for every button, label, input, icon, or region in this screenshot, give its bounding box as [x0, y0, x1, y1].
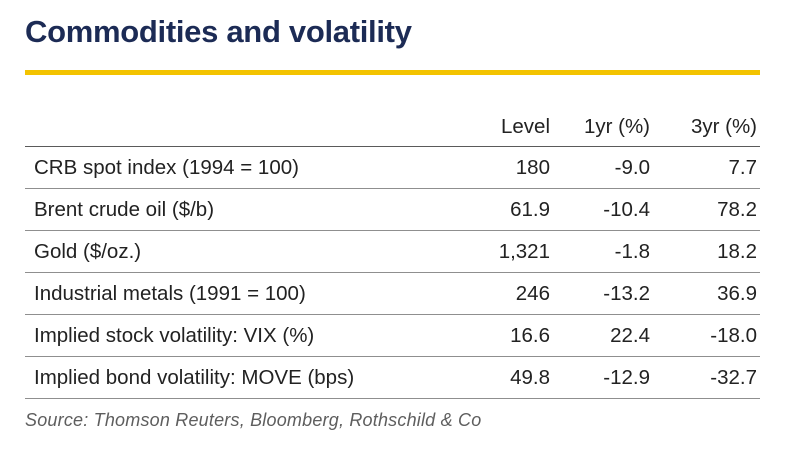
column-header-3yr: 3yr (%)	[657, 108, 760, 147]
cell-1yr: -13.2	[557, 272, 657, 315]
cell-level: 16.6	[455, 314, 557, 357]
table-row: Industrial metals (1991 = 100) 246 -13.2…	[25, 272, 760, 315]
cell-level: 246	[455, 272, 557, 315]
row-label: Implied stock volatility: VIX (%)	[25, 314, 455, 357]
row-label: Implied bond volatility: MOVE (bps)	[25, 356, 455, 399]
cell-3yr: 36.9	[657, 272, 760, 315]
page-title: Commodities and volatility	[25, 14, 412, 49]
cell-1yr: -12.9	[557, 356, 657, 399]
cell-3yr: 7.7	[657, 146, 760, 189]
row-label: Gold ($/oz.)	[25, 230, 455, 273]
commodities-table: Level 1yr (%) 3yr (%) CRB spot index (19…	[25, 108, 760, 399]
row-label: Industrial metals (1991 = 100)	[25, 272, 455, 315]
cell-3yr: -32.7	[657, 356, 760, 399]
table-row: Gold ($/oz.) 1,321 -1.8 18.2	[25, 230, 760, 273]
table-row: Brent crude oil ($/b) 61.9 -10.4 78.2	[25, 188, 760, 231]
column-header-1yr: 1yr (%)	[557, 108, 657, 147]
title-accent-rule	[25, 70, 760, 75]
row-label: Brent crude oil ($/b)	[25, 188, 455, 231]
cell-level: 49.8	[455, 356, 557, 399]
cell-3yr: 78.2	[657, 188, 760, 231]
cell-1yr: -10.4	[557, 188, 657, 231]
cell-3yr: 18.2	[657, 230, 760, 273]
cell-1yr: -1.8	[557, 230, 657, 273]
cell-level: 61.9	[455, 188, 557, 231]
column-header-label	[25, 108, 455, 147]
cell-level: 1,321	[455, 230, 557, 273]
table-row: Implied stock volatility: VIX (%) 16.6 2…	[25, 314, 760, 357]
table-row: Implied bond volatility: MOVE (bps) 49.8…	[25, 356, 760, 399]
column-header-level: Level	[455, 108, 557, 147]
cell-1yr: 22.4	[557, 314, 657, 357]
source-note: Source: Thomson Reuters, Bloomberg, Roth…	[25, 410, 482, 430]
table-row: CRB spot index (1994 = 100) 180 -9.0 7.7	[25, 146, 760, 189]
table-header-row: Level 1yr (%) 3yr (%)	[25, 108, 760, 147]
cell-1yr: -9.0	[557, 146, 657, 189]
cell-3yr: -18.0	[657, 314, 760, 357]
cell-level: 180	[455, 146, 557, 189]
row-label: CRB spot index (1994 = 100)	[25, 146, 455, 189]
